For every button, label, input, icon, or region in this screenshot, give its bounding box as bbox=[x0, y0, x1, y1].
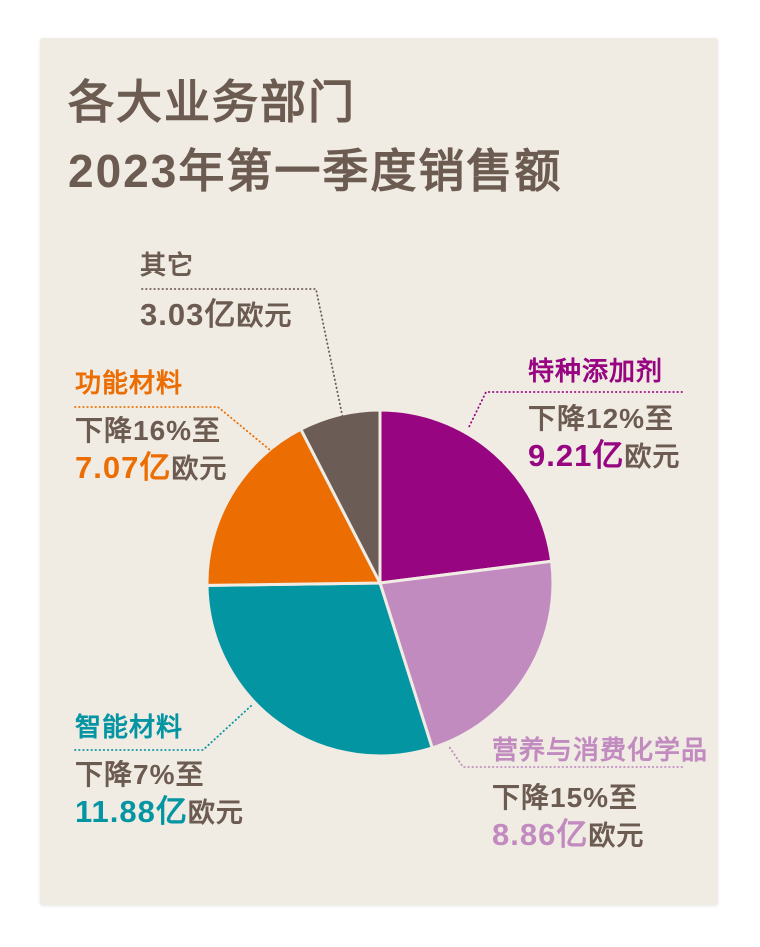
segment-value-line: 3.03亿欧元 bbox=[140, 297, 292, 343]
segment-name: 营养与消费化学品 bbox=[492, 735, 709, 765]
segment-value: 9.21亿 bbox=[528, 438, 625, 473]
segment-unit: 欧元 bbox=[236, 301, 293, 331]
segment-name: 智能材料 bbox=[75, 712, 184, 742]
segment-name: 特种添加剂 bbox=[528, 356, 664, 386]
segment-value: 3.03亿 bbox=[140, 297, 237, 332]
label-smart-materials: 智能材料 下降7%至 11.88亿欧元 bbox=[75, 712, 244, 840]
label-other: 其它 3.03亿欧元 bbox=[140, 250, 292, 343]
chart-title-line2: 2023年第一季度销售额 bbox=[68, 145, 563, 197]
segment-value-line: 11.88亿欧元 bbox=[75, 794, 244, 840]
segment-change: 下降7%至 bbox=[75, 759, 205, 790]
segment-name: 功能材料 bbox=[75, 368, 184, 398]
label-functional-materials: 功能材料 下降16%至 7.07亿欧元 bbox=[75, 368, 227, 496]
segment-value-line: 8.86亿欧元 bbox=[492, 817, 708, 863]
segment-unit: 欧元 bbox=[171, 454, 228, 484]
label-nutrition-consumer-chemicals: 营养与消费化学品 下降15%至 8.86亿欧元 bbox=[492, 735, 708, 863]
chart-title-line1: 各大业务部门 bbox=[68, 76, 356, 128]
segment-unit: 欧元 bbox=[624, 442, 681, 472]
label-specialty-additives: 特种添加剂 下降12%至 9.21亿欧元 bbox=[528, 356, 680, 484]
segment-value: 11.88亿 bbox=[75, 794, 188, 829]
chart-title: 各大业务部门 2023年第一季度销售额 bbox=[68, 68, 562, 206]
segment-change: 下降15%至 bbox=[492, 782, 639, 813]
segment-value: 7.07亿 bbox=[75, 450, 172, 485]
segment-change: 下降12%至 bbox=[528, 403, 675, 434]
segment-unit: 欧元 bbox=[588, 821, 645, 851]
segment-value-line: 9.21亿欧元 bbox=[528, 438, 680, 484]
segment-change: 下降16%至 bbox=[75, 415, 222, 446]
segment-name: 其它 bbox=[140, 250, 195, 280]
segment-value-line: 7.07亿欧元 bbox=[75, 450, 227, 496]
segment-value: 8.86亿 bbox=[492, 817, 589, 852]
segment-unit: 欧元 bbox=[187, 798, 244, 828]
